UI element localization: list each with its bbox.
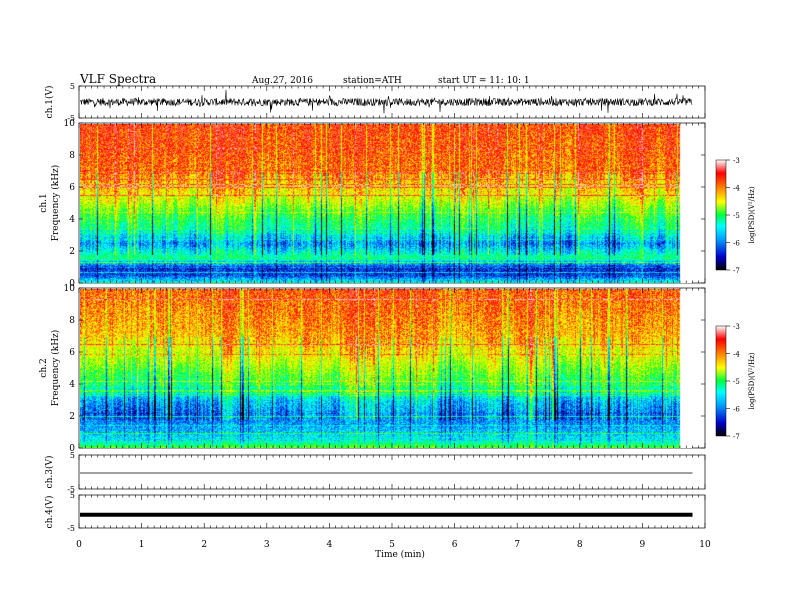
ch2-spec-ylabel: ch.2	[39, 358, 49, 377]
colorbar-tick-label: -3	[733, 323, 740, 331]
colorbar-tick-label: -7	[733, 267, 740, 275]
spec-ytick-label: 0	[69, 444, 75, 454]
x-axis-label: Time (min)	[375, 549, 425, 560]
spec-ytick-label: 10	[64, 284, 76, 294]
xtick-label: 10	[699, 540, 711, 550]
colorbar-tick-label: -4	[733, 185, 740, 193]
ch3-ylabel: ch.3(V)	[44, 456, 55, 489]
spec-ytick-label: 4	[69, 215, 75, 225]
colorbar-tick-label: -6	[733, 240, 740, 248]
colorbar-tick-label: -5	[733, 212, 740, 220]
axis-ticks: 5-55-55-502468100246810-3-4-5-6-7-3-4-5-…	[64, 82, 741, 550]
figure-title: VLF Spectra	[79, 72, 156, 86]
ch1-colorbar	[715, 159, 727, 271]
ch2-colorbar-label: log(PSD)(V²/Hz)	[748, 352, 756, 409]
ch2-freq-ylabel: Frequency (kHz)	[50, 330, 61, 407]
start-time-label: start UT = 11: 10: 1	[438, 76, 530, 86]
ch2-colorbar	[715, 325, 727, 437]
ch3-waveform-frame	[78, 454, 706, 490]
wave-ytick-label: 5	[70, 82, 75, 91]
wave-ytick-label: -5	[67, 114, 75, 123]
wave-ytick-label: 5	[70, 451, 75, 460]
spec-ytick-label: 4	[69, 380, 75, 390]
ch4-ylabel: ch.4(V)	[44, 496, 55, 529]
xtick-label: 7	[514, 540, 520, 550]
colorbar-tick-label: -3	[733, 157, 740, 165]
colorbar-tick-label: -4	[733, 351, 740, 359]
xtick-label: 8	[577, 540, 583, 550]
xtick-label: 2	[201, 540, 207, 550]
colorbar-tick-label: -6	[733, 406, 740, 414]
wave-ytick-label: -5	[67, 524, 75, 533]
xtick-label: 3	[264, 540, 270, 550]
spec-ytick-label: 8	[69, 316, 75, 326]
ch1-spec-ylabel: ch.1	[39, 193, 49, 212]
wave-ytick-label: -5	[67, 485, 75, 494]
colorbar-tick-label: -7	[733, 433, 740, 441]
ch2-spectrogram	[79, 288, 692, 448]
ch1-trace	[79, 89, 693, 114]
spec-ytick-label: 2	[69, 247, 75, 257]
spec-ytick-label: 10	[64, 119, 76, 129]
xtick-label: 0	[76, 540, 82, 550]
xtick-label: 1	[139, 540, 145, 550]
spec-ytick-label: 8	[69, 151, 75, 161]
ch1-colorbar-label: log(PSD)(V²/Hz)	[748, 186, 756, 243]
ch1-freq-ylabel: Frequency (kHz)	[50, 165, 61, 242]
spec-ytick-label: 6	[69, 348, 75, 358]
spec-ytick-label: 2	[69, 412, 75, 422]
ch1-ylabel: ch.1(V)	[44, 86, 55, 119]
xtick-label: 9	[640, 540, 646, 550]
wave-ytick-label: 5	[70, 491, 75, 500]
xtick-label: 4	[327, 540, 333, 550]
xtick-label: 5	[389, 540, 395, 550]
spec-ytick-label: 6	[69, 183, 75, 193]
colorbar-tick-label: -5	[733, 378, 740, 386]
spec-ytick-label: 0	[69, 279, 75, 289]
date-label: Aug.27, 2016	[251, 76, 313, 86]
station-label: station=ATH	[343, 76, 402, 86]
ch1-spectrogram	[79, 123, 692, 283]
xtick-label: 6	[452, 540, 458, 550]
